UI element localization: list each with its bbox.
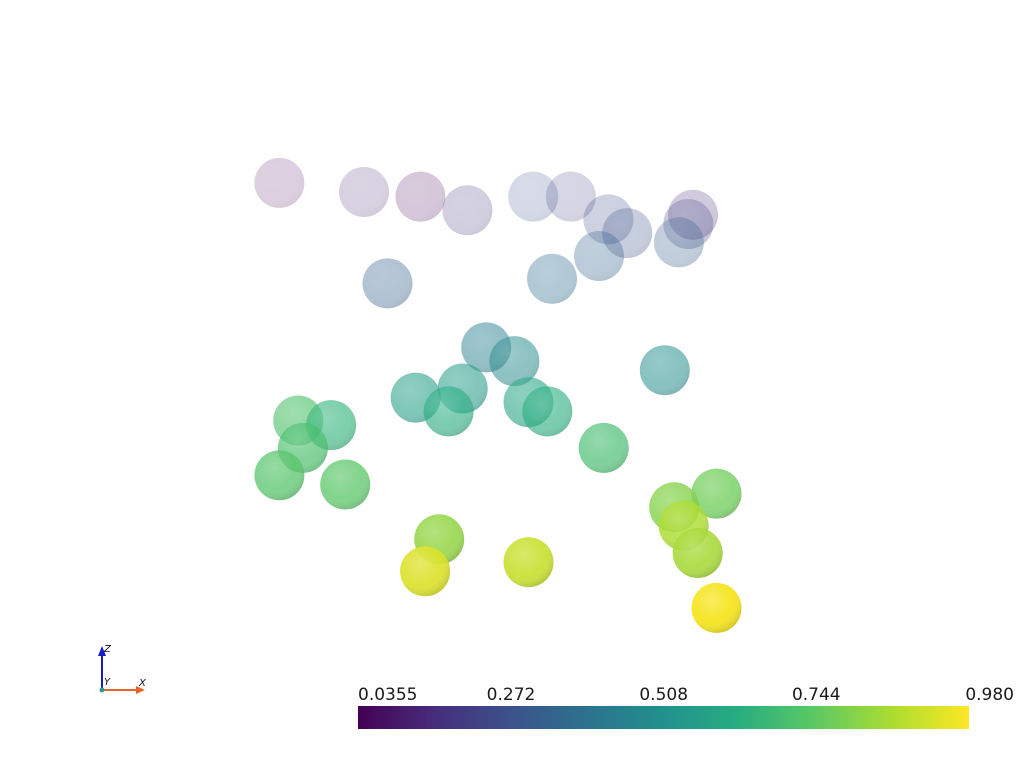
colorbar-tick-label: 0.744: [792, 685, 841, 705]
z-axis-label: Z: [103, 644, 112, 655]
data-point-shade: [574, 231, 624, 281]
data-point: [578, 422, 629, 473]
x-axis-label: X: [138, 678, 147, 689]
data-point-shade: [691, 582, 742, 633]
data-point-shade: [489, 336, 540, 387]
points-layer: [254, 157, 742, 633]
colorbar-tick-label: 0.980: [965, 685, 1014, 705]
colorbar-tick-label: 0.0355: [358, 685, 417, 705]
data-point: [639, 345, 690, 396]
data-point-shade: [254, 450, 305, 501]
x-axis-arrow: [136, 686, 145, 694]
data-point-shade: [362, 258, 413, 309]
colorbar-gradient: [358, 706, 969, 729]
data-point: [489, 336, 540, 387]
data-point-shade: [442, 185, 493, 236]
data-point-shade: [639, 345, 690, 396]
orientation-axes: Z Y X: [98, 644, 147, 694]
data-point-shade: [423, 386, 474, 437]
data-point-shade: [672, 528, 723, 578]
data-point-shade: [653, 217, 704, 268]
data-point-shade: [395, 171, 446, 222]
data-point: [395, 171, 446, 222]
data-point: [503, 537, 554, 588]
colorbar-tick-label: 0.272: [487, 685, 536, 705]
colorbar: 0.0355 0.272 0.508 0.744 0.980: [358, 685, 1014, 729]
data-point: [653, 217, 704, 268]
data-point: [574, 231, 624, 281]
data-point-shade: [527, 253, 577, 304]
y-axis-label: Y: [104, 677, 111, 688]
data-point: [400, 546, 451, 597]
data-point-shade: [254, 157, 305, 208]
data-point: [508, 171, 559, 222]
data-point: [527, 253, 577, 304]
data-point: [254, 157, 305, 208]
y-axis-dot: [99, 687, 105, 693]
data-point-shade: [508, 171, 559, 222]
data-point-shade: [545, 171, 596, 222]
data-point: [423, 386, 474, 437]
data-point: [320, 459, 371, 510]
data-point: [672, 528, 723, 578]
data-point: [522, 386, 573, 437]
data-point-shade: [400, 546, 451, 597]
colorbar-tick-label: 0.508: [639, 685, 688, 705]
colorbar-ticks: 0.0355 0.272 0.508 0.744 0.980: [358, 685, 1014, 705]
data-point: [362, 258, 413, 309]
data-point: [339, 167, 389, 217]
data-point-shade: [339, 167, 389, 217]
data-point: [254, 450, 305, 501]
data-point: [545, 171, 596, 222]
data-point: [691, 582, 742, 633]
data-point: [442, 185, 493, 236]
z-axis-arrow: [98, 646, 106, 656]
data-point-shade: [522, 386, 573, 437]
data-point-shade: [503, 537, 554, 588]
data-point-shade: [691, 468, 742, 519]
data-point: [691, 468, 742, 519]
data-point-shade: [320, 459, 371, 510]
data-point-shade: [578, 422, 629, 473]
